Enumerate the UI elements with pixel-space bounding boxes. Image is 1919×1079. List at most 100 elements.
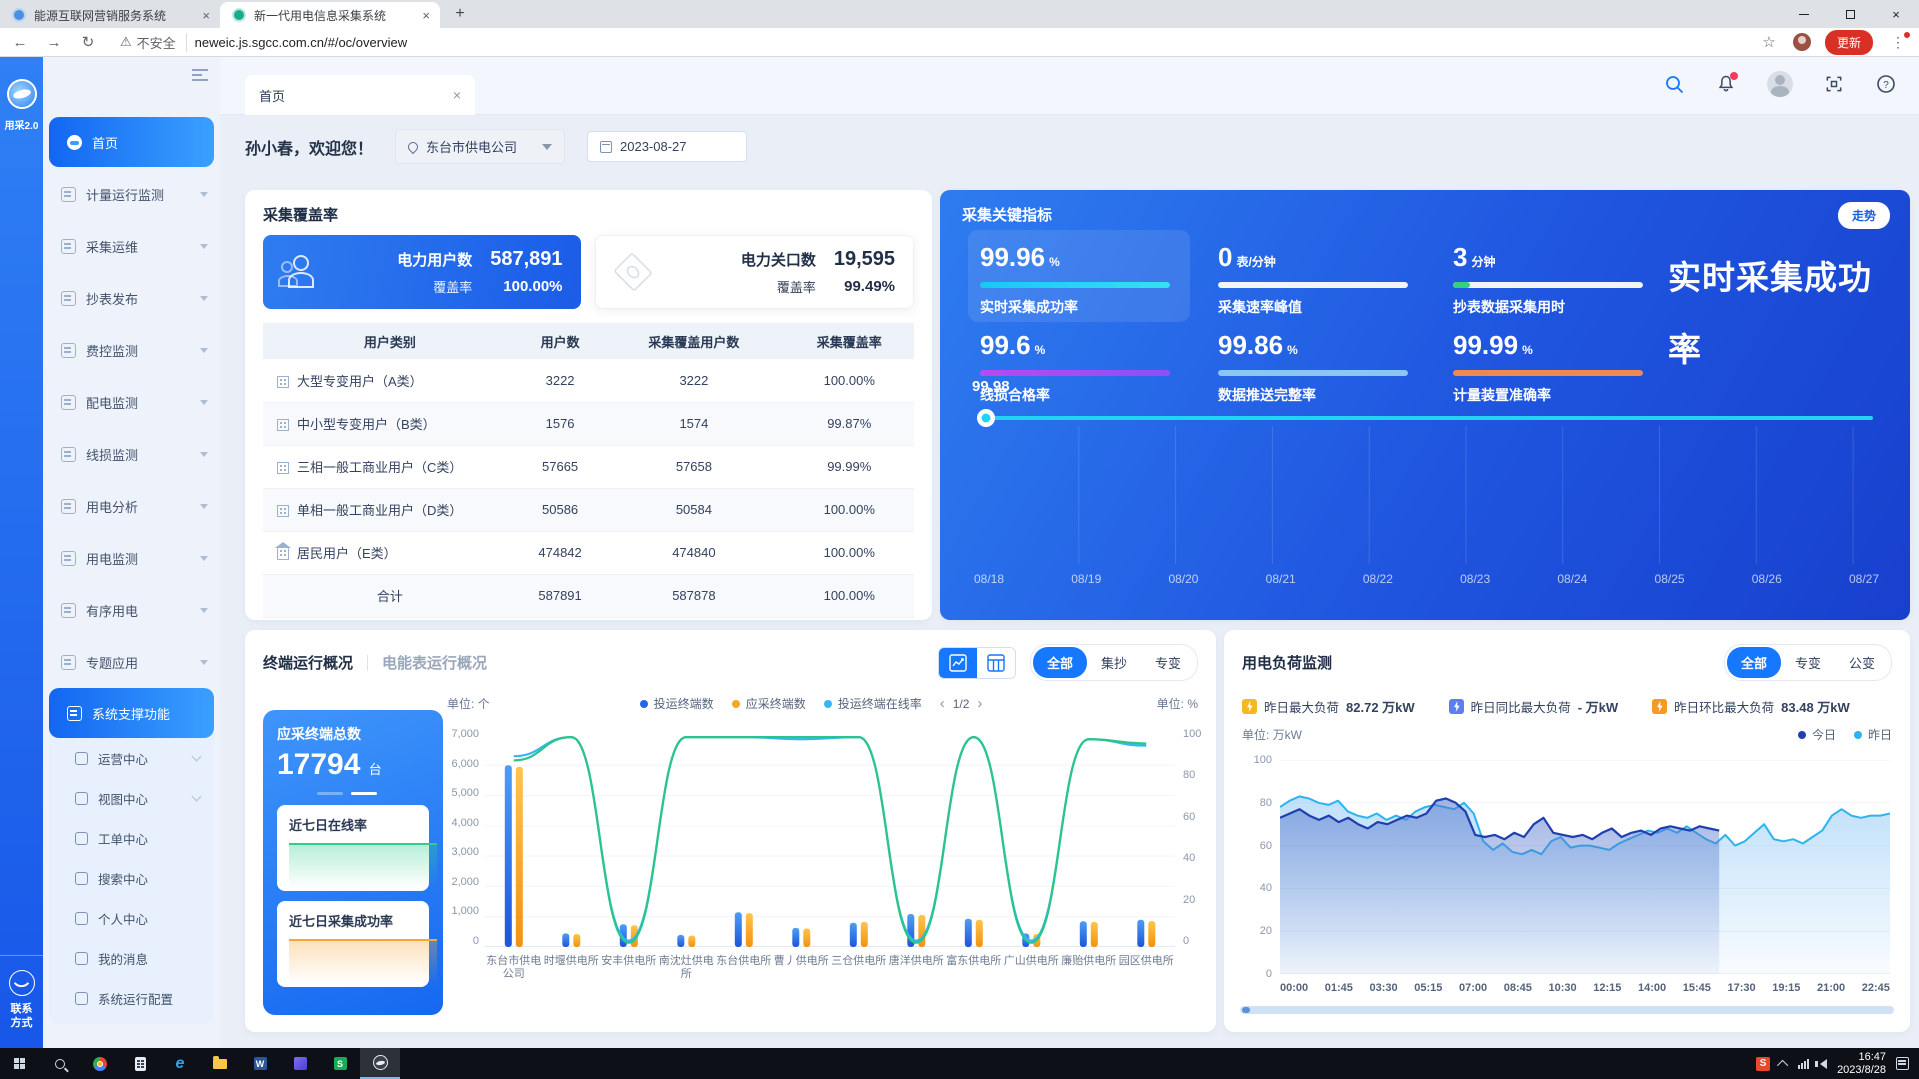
terminal-filter-集抄[interactable]: 集抄 xyxy=(1100,656,1127,671)
browser-tab-1[interactable]: 能源互联网营销服务系统 × xyxy=(0,2,220,28)
forward-icon[interactable]: → xyxy=(46,33,62,51)
sidebar-subitem-1[interactable]: 视图中心 xyxy=(49,778,214,818)
taskbar-search-icon[interactable] xyxy=(40,1048,80,1079)
sidebar-item-8[interactable]: 用电监测 xyxy=(43,532,220,584)
sidebar-item-1[interactable]: 计量运行监测 xyxy=(43,168,220,220)
file-explorer-icon[interactable] xyxy=(200,1048,240,1079)
metric-bar xyxy=(1453,282,1643,288)
tick-label: 08/27 xyxy=(1848,572,1879,586)
browser-tab-2[interactable]: 新一代用电信息采集系统 × xyxy=(220,2,440,28)
edge-icon[interactable]: e xyxy=(175,1054,185,1072)
browser-profile-avatar[interactable] xyxy=(1792,33,1811,51)
legend-item-昨日[interactable]: 昨日 xyxy=(1853,726,1892,743)
load-chart[interactable] xyxy=(1279,759,1891,975)
card-value: 19,595 xyxy=(833,248,895,270)
indicator-trend-chart[interactable] xyxy=(974,404,1879,564)
load-filter-公变[interactable]: 公变 xyxy=(1848,656,1875,671)
new-tab-button[interactable]: + xyxy=(455,5,465,22)
reload-icon[interactable]: ↻ xyxy=(81,34,95,51)
taskbar-clock[interactable]: 16:47 2023/8/28 xyxy=(1837,1050,1886,1076)
window-minimize-button[interactable] xyxy=(1781,0,1827,28)
tab-close-icon[interactable]: × xyxy=(202,7,210,23)
tick-label: 时堰供电所 xyxy=(543,955,599,967)
calculator-icon[interactable] xyxy=(120,1048,160,1079)
table-view-toggle-icon[interactable] xyxy=(976,647,1015,678)
green-s-app-icon[interactable]: S xyxy=(320,1048,360,1079)
legend-dot xyxy=(823,699,832,708)
terminal-filter-全部[interactable]: 全部 xyxy=(1032,647,1087,678)
sidebar-item-9[interactable]: 有序用电 xyxy=(43,584,220,636)
contact-phone-icon[interactable] xyxy=(8,970,35,996)
page-tab-close-icon[interactable]: × xyxy=(452,87,461,103)
window-close-button[interactable]: × xyxy=(1892,6,1900,22)
legend-item-应采终端数[interactable]: 应采终端数 xyxy=(731,695,806,712)
bookmark-star-icon[interactable]: ☆ xyxy=(1762,34,1776,51)
tab-meter-overview[interactable]: 电能表运行概况 xyxy=(382,655,488,672)
tray-s-app-icon[interactable]: S xyxy=(1756,1056,1771,1071)
card-sub-value: 99.49% xyxy=(844,278,895,295)
date-picker[interactable]: 2023-08-27 xyxy=(587,131,748,162)
sidebar-item-3[interactable]: 抄表发布 xyxy=(43,272,220,324)
tick-label: 08/19 xyxy=(1071,572,1102,586)
security-warning[interactable]: ⚠ 不安全 xyxy=(120,32,187,52)
pagination-prev-icon[interactable]: ‹ xyxy=(939,695,945,712)
sidebar-subitem-0[interactable]: 运营中心 xyxy=(49,738,214,778)
sidebar-item-0[interactable]: 首页 xyxy=(49,117,214,167)
fullscreen-icon[interactable] xyxy=(1823,73,1845,95)
sidebar-item-support[interactable]: 系统支撑功能 xyxy=(49,688,214,738)
word-icon[interactable]: W xyxy=(240,1048,280,1079)
sidebar-item-6[interactable]: 线损监测 xyxy=(43,428,220,480)
legend-item-投运终端数[interactable]: 投运终端数 xyxy=(639,695,714,712)
chrome-icon[interactable] xyxy=(80,1048,120,1079)
window-maximize-button[interactable] xyxy=(1827,0,1873,28)
address-bar[interactable]: ⚠ 不安全 neweic.js.sgcc.com.cn/#/oc/overvie… xyxy=(112,32,1745,52)
sidebar-subitem-4[interactable]: 个人中心 xyxy=(49,898,214,938)
start-button-icon[interactable] xyxy=(0,1048,40,1079)
bar-投运终端数 xyxy=(504,765,512,947)
tray-expand-icon[interactable] xyxy=(1776,1059,1789,1071)
browser-update-button[interactable]: 更新 xyxy=(1824,29,1873,55)
sidebar-subitem-5[interactable]: 我的消息 xyxy=(49,938,214,978)
sidebar-item-10[interactable]: 专题应用 xyxy=(43,636,220,688)
terminal-filter-专变[interactable]: 专变 xyxy=(1154,656,1181,671)
table-cell: 3222 xyxy=(603,359,785,403)
legend-item-今日[interactable]: 今日 xyxy=(1797,726,1836,743)
sidebar-collapse-icon[interactable] xyxy=(192,69,208,81)
page-tab-home[interactable]: 首页 × xyxy=(245,75,475,115)
load-filter-专变[interactable]: 专变 xyxy=(1794,656,1821,671)
sidebar-item-4[interactable]: 费控监测 xyxy=(43,324,220,376)
active-app-icon[interactable] xyxy=(360,1048,400,1079)
sidebar-subitem-2[interactable]: 工单中心 xyxy=(49,818,214,858)
network-icon[interactable] xyxy=(1798,1058,1810,1069)
volume-icon[interactable] xyxy=(1815,1058,1828,1069)
sidebar-item-label: 用电监测 xyxy=(86,551,139,567)
summary-pagination-dots[interactable] xyxy=(317,792,429,795)
browser-menu-icon[interactable]: ⋮ xyxy=(1887,31,1910,51)
notifications-bell-icon[interactable] xyxy=(1715,72,1738,95)
help-icon[interactable]: ? xyxy=(1875,73,1897,95)
trend-button[interactable]: 走势 xyxy=(1837,202,1890,229)
sidebar-item-7[interactable]: 用电分析 xyxy=(43,480,220,532)
load-chart-scrollbar[interactable] xyxy=(1240,1006,1894,1014)
sidebar-item-2[interactable]: 采集运维 xyxy=(43,220,220,272)
terminal-chart[interactable] xyxy=(485,735,1175,947)
metric-number: 0 xyxy=(1218,242,1233,272)
metric-value: 99.96% xyxy=(980,242,1170,273)
pagination-next-icon[interactable]: › xyxy=(977,695,983,712)
search-icon[interactable] xyxy=(1663,73,1685,95)
sidebar-subitem-6[interactable]: 系统运行配置 xyxy=(49,978,214,1018)
tick-label: 40 xyxy=(1259,882,1272,895)
org-select[interactable]: 东台市供电公司 xyxy=(395,129,566,164)
load-filter-全部[interactable]: 全部 xyxy=(1726,647,1781,678)
back-icon[interactable]: ← xyxy=(12,33,28,51)
tab-terminal-overview[interactable]: 终端运行概况 xyxy=(263,655,354,672)
tab-close-icon[interactable]: × xyxy=(422,7,430,23)
action-center-icon[interactable] xyxy=(1896,1057,1909,1070)
purple-app-icon[interactable] xyxy=(280,1048,320,1079)
sidebar-subitem-3[interactable]: 搜索中心 xyxy=(49,858,214,898)
sidebar-item-5[interactable]: 配电监测 xyxy=(43,376,220,428)
user-avatar[interactable] xyxy=(1767,71,1793,97)
chevron-down-icon xyxy=(191,791,202,801)
chart-view-toggle-icon[interactable] xyxy=(938,647,977,678)
legend-item-投运终端在线率[interactable]: 投运终端在线率 xyxy=(823,695,922,712)
